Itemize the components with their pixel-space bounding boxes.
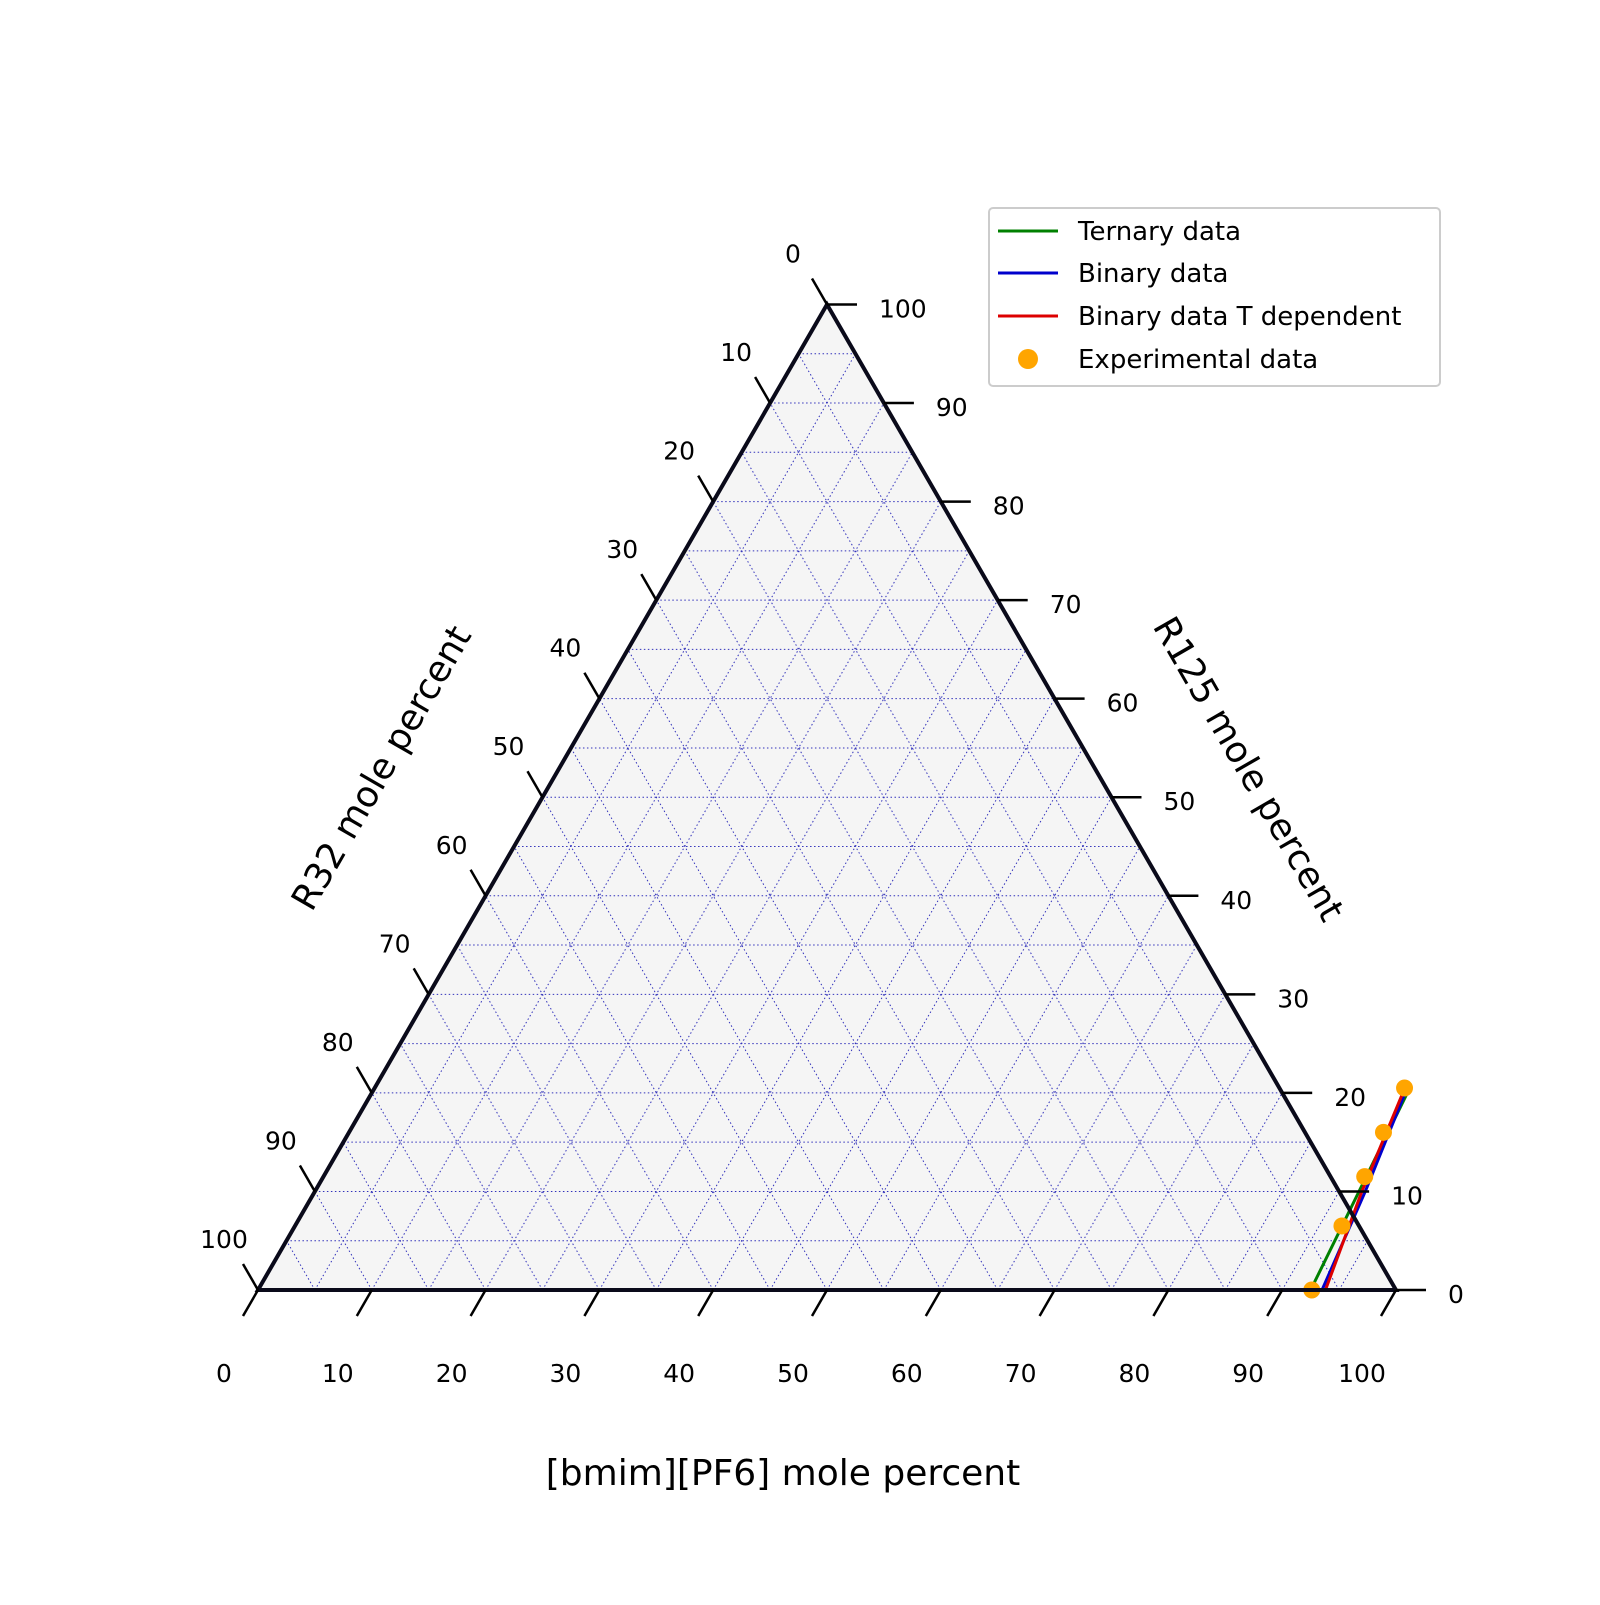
- left-tick-50: [526, 770, 544, 798]
- grid-line-bottom-50: [826, 796, 1112, 1291]
- bottom-tick-40: [697, 1289, 715, 1317]
- grid-line-left-70: [428, 994, 600, 1291]
- grid-line-left-85: [342, 1141, 430, 1291]
- bottom-tick-label-30: 30: [549, 1359, 581, 1388]
- legend-marker-experimental: [1018, 349, 1038, 369]
- right-tick-label-40: 40: [1220, 886, 1252, 915]
- right-tick-label-90: 90: [936, 393, 968, 422]
- bottom-tick-label-20: 20: [436, 1359, 468, 1388]
- grid-line-left-95: [286, 1240, 316, 1291]
- right-tick-label-100: 100: [879, 294, 927, 323]
- right-tick-label-0: 0: [1448, 1280, 1464, 1309]
- data-point-experimental-data-3: [1356, 1168, 1374, 1186]
- data-point-experimental-data-4: [1333, 1217, 1351, 1235]
- left-tick-10: [754, 376, 772, 404]
- grid-line-bottom-55: [883, 846, 1141, 1291]
- grid-line-left-40: [598, 698, 942, 1291]
- bottom-tick-label-50: 50: [777, 1359, 809, 1388]
- right-tick-label-20: 20: [1334, 1083, 1366, 1112]
- grid-line-left-55: [513, 846, 771, 1291]
- left-tick-90: [298, 1164, 316, 1193]
- left-tick-30: [640, 573, 658, 601]
- grid-line-bottom-95: [1338, 1240, 1368, 1291]
- right-tick-label-70: 70: [1050, 590, 1082, 619]
- legend: Ternary data Binary data Binary data T d…: [988, 207, 1441, 387]
- bottom-tick-30: [583, 1289, 601, 1317]
- grid-line-bottom-85: [1224, 1141, 1312, 1291]
- right-tick-label-50: 50: [1164, 787, 1196, 816]
- left-tick-label-30: 30: [606, 535, 638, 564]
- bottom-tick-label-80: 80: [1118, 1359, 1150, 1388]
- bottom-tick-10: [355, 1289, 373, 1317]
- grid-line-bottom-70: [1054, 994, 1226, 1291]
- right-tick-label-30: 30: [1277, 984, 1309, 1013]
- legend-label-experimental: Experimental data: [1078, 345, 1318, 375]
- left-tick-label-40: 40: [549, 634, 581, 663]
- legend-label-ternary: Ternary data: [1077, 217, 1241, 247]
- left-tick-label-10: 10: [720, 338, 752, 367]
- right-tick-label-60: 60: [1107, 689, 1139, 718]
- right-tick-label-80: 80: [993, 492, 1025, 521]
- bottom-axis-title: [bmim][PF6] mole percent: [546, 1453, 1021, 1494]
- left-tick-label-80: 80: [322, 1028, 354, 1057]
- grid-line-bottom-5: [314, 353, 856, 1291]
- grid-line-bottom-15: [428, 452, 913, 1291]
- grid-line-bottom-75: [1111, 1043, 1255, 1291]
- grid-line-left-15: [741, 452, 1226, 1291]
- left-tick-70: [412, 967, 430, 995]
- data-point-experimental-data-1: [1396, 1079, 1414, 1097]
- bottom-tick-label-60: 60: [891, 1359, 923, 1388]
- bottom-tick-100: [1379, 1289, 1398, 1317]
- left-tick-20: [697, 474, 715, 503]
- left-tick-label-100: 100: [200, 1225, 248, 1254]
- grid-line-left-75: [399, 1043, 543, 1291]
- left-tick-40: [583, 672, 601, 700]
- bottom-tick-90: [1266, 1289, 1284, 1317]
- grid-line-left-90: [314, 1191, 373, 1291]
- left-tick-0: [810, 277, 829, 306]
- left-tick-label-60: 60: [436, 831, 468, 860]
- bottom-tick-label-0: 0: [216, 1359, 232, 1388]
- grid-line-left-5: [798, 353, 1340, 1291]
- grid-line-bottom-45: [769, 747, 1084, 1291]
- bottom-tick-50: [810, 1289, 829, 1317]
- bottom-tick-label-70: 70: [1005, 1359, 1037, 1388]
- left-axis-title: R32 mole percent: [284, 619, 480, 917]
- bottom-tick-80: [1152, 1289, 1170, 1317]
- grid-line-left-45: [570, 747, 885, 1291]
- left-tick-60: [469, 869, 487, 897]
- left-tick-label-90: 90: [265, 1126, 297, 1155]
- left-tick-label-50: 50: [493, 732, 525, 761]
- grid-line-bottom-40: [712, 698, 1056, 1291]
- grid-line-left-30: [655, 599, 1056, 1291]
- bottom-tick-label-40: 40: [663, 1359, 695, 1388]
- left-tick-label-20: 20: [663, 437, 695, 466]
- right-axis-title: R125 mole percent: [1144, 610, 1351, 928]
- bottom-tick-label-90: 90: [1232, 1359, 1264, 1388]
- data-point-experimental-data-2: [1374, 1123, 1392, 1141]
- left-tick-label-0: 0: [785, 239, 801, 268]
- left-tick-label-70: 70: [379, 929, 411, 958]
- bottom-tick-0: [241, 1289, 260, 1317]
- bottom-tick-20: [469, 1289, 487, 1317]
- legend-label-binary-t-dependent: Binary data T dependent: [1078, 302, 1401, 332]
- legend-label-binary: Binary data: [1078, 259, 1228, 289]
- legend-box: [988, 207, 1441, 387]
- grid-line-bottom-30: [598, 599, 999, 1291]
- grid-line-bottom-35: [655, 649, 1027, 1291]
- bottom-tick-60: [924, 1289, 942, 1317]
- bottom-tick-label-100: 100: [1338, 1359, 1386, 1388]
- right-tick-label-10: 10: [1391, 1181, 1423, 1210]
- bottom-tick-label-10: 10: [322, 1359, 354, 1388]
- left-tick-80: [355, 1066, 373, 1094]
- grid-line-bottom-90: [1281, 1191, 1340, 1291]
- bottom-tick-70: [1038, 1289, 1056, 1317]
- grid-line-left-35: [627, 649, 999, 1291]
- grid-line-left-50: [542, 796, 828, 1291]
- left-tick-100: [241, 1263, 260, 1291]
